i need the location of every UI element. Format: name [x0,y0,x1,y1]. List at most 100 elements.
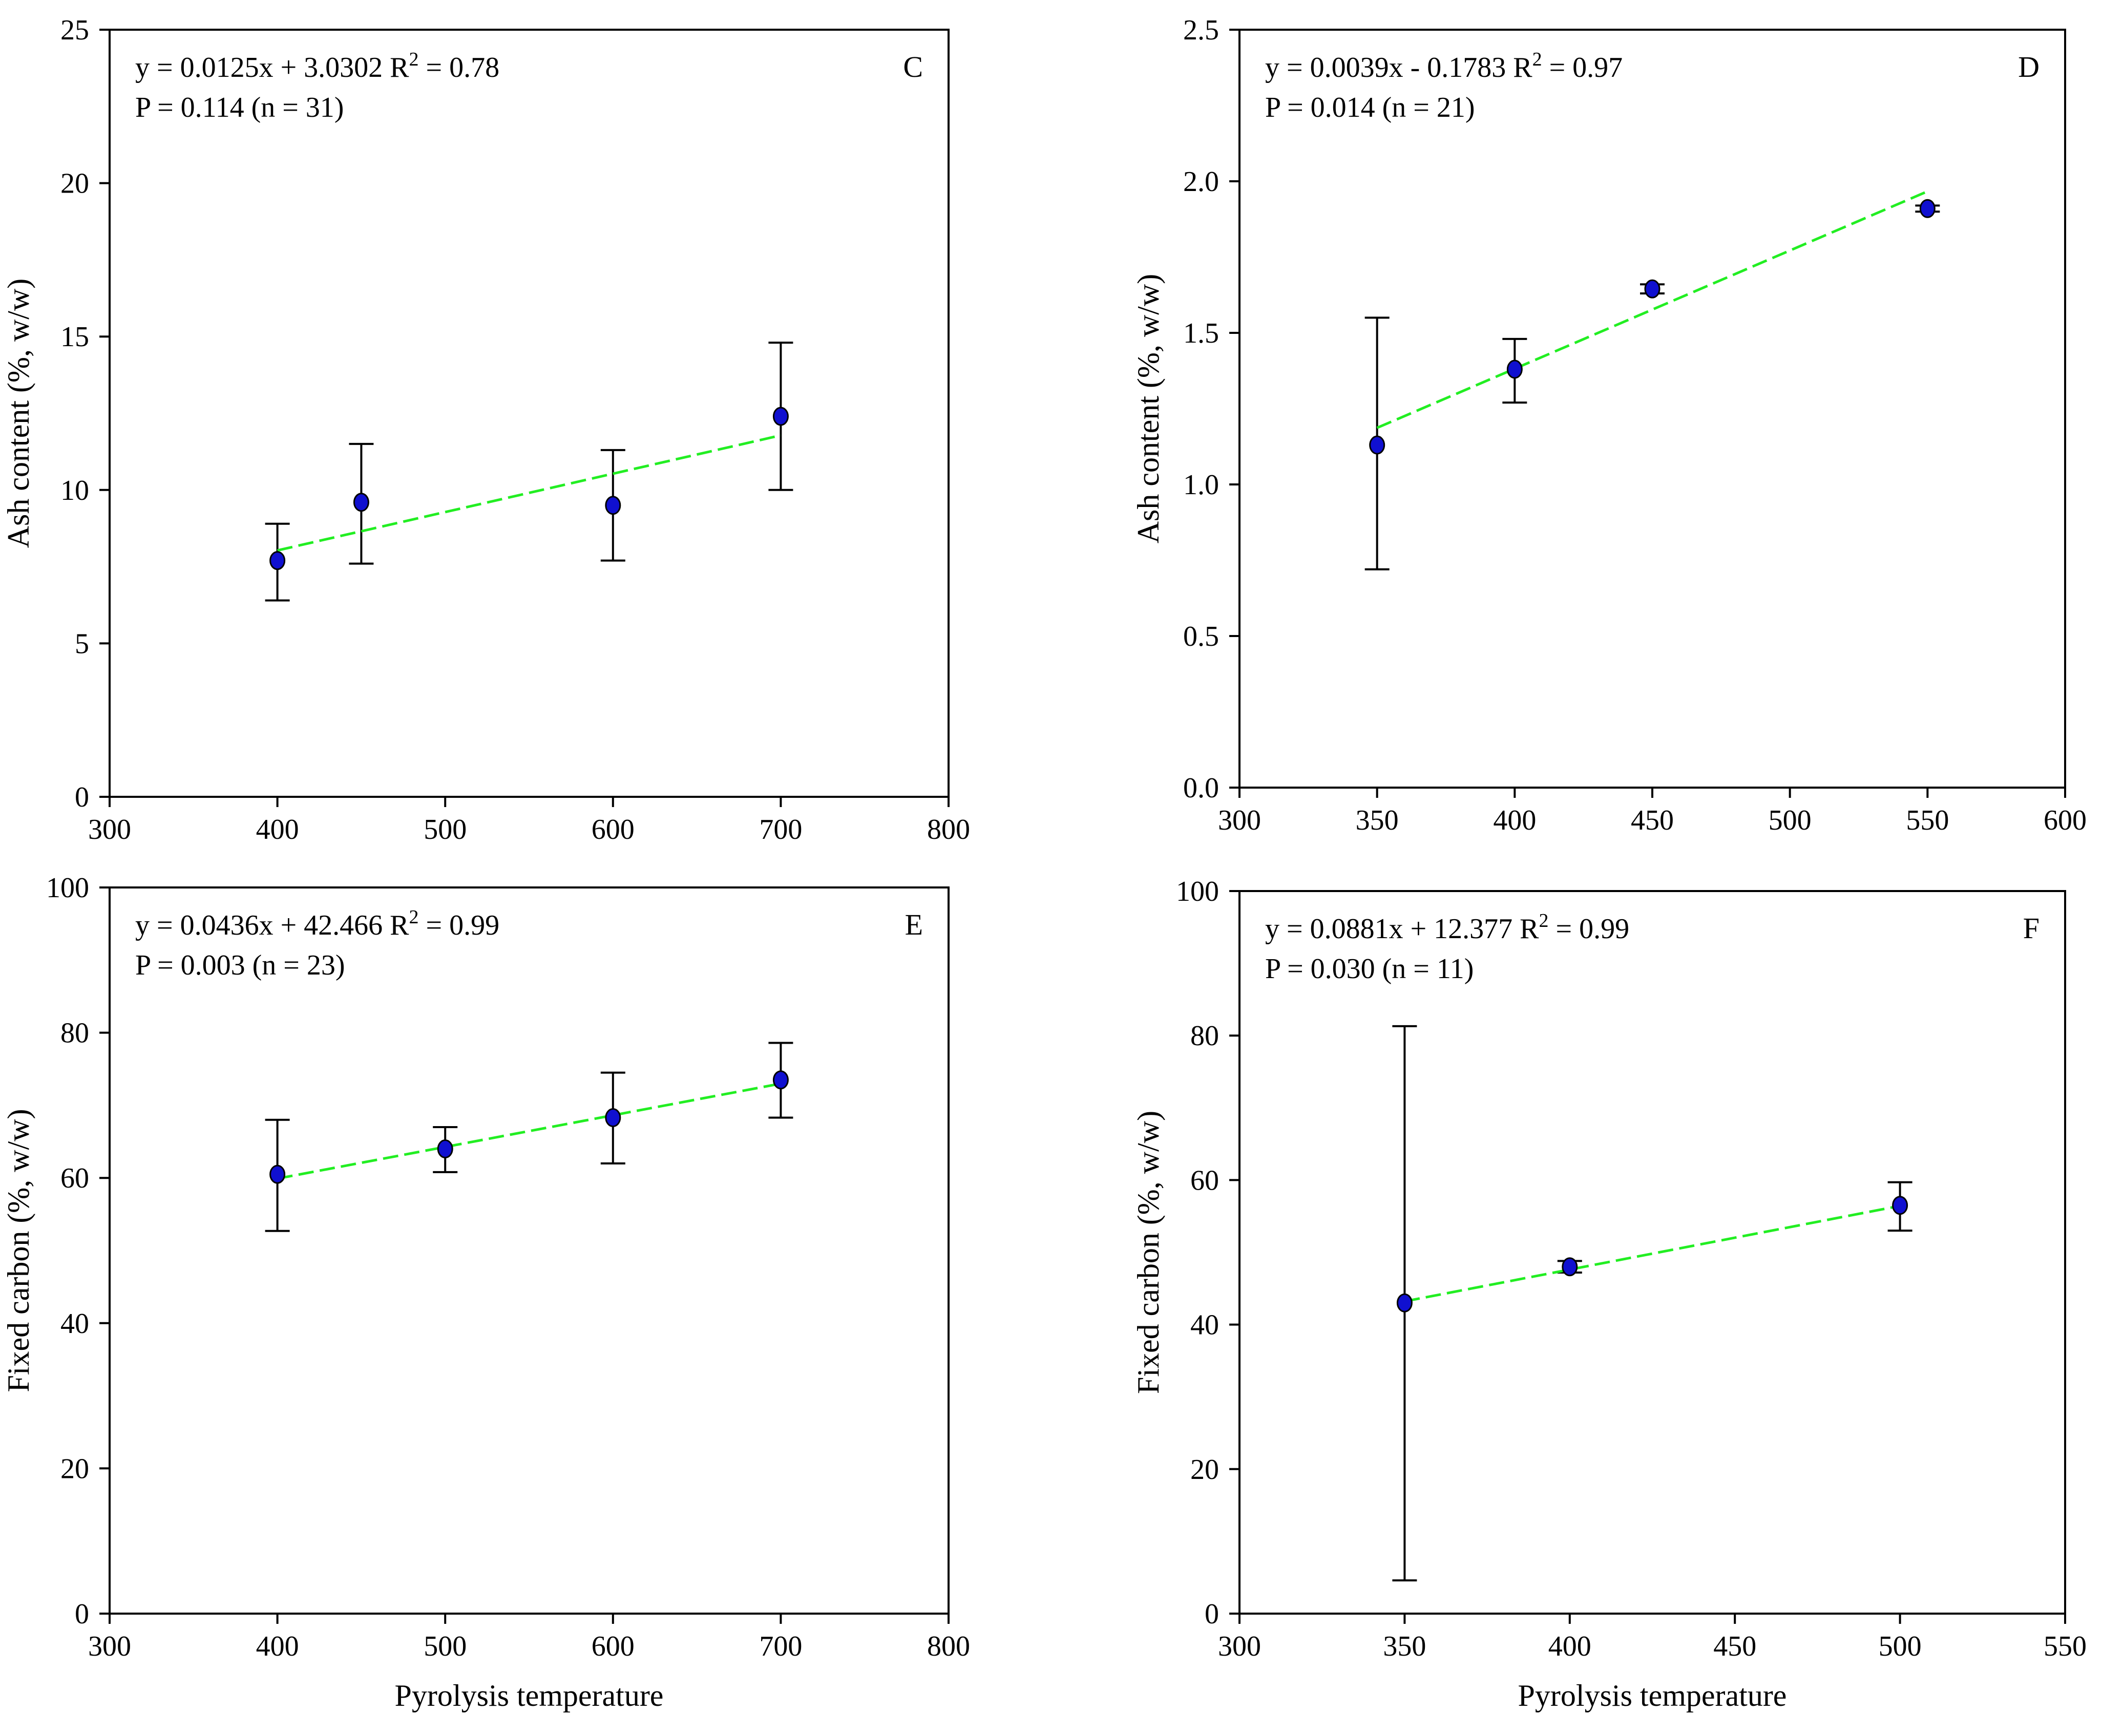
x-tick-label: 300 [88,1631,131,1662]
plot-frame [1238,29,2066,789]
y-tick-label: 10 [60,475,89,506]
data-point [1892,1196,1908,1215]
data-point [1506,359,1523,379]
x-tick-label: 300 [88,814,131,845]
regression-fit-line [277,1082,781,1180]
data-point [1396,1293,1413,1312]
r-squared-superscript: 2 [409,906,419,928]
x-tick-label: 300 [1218,805,1261,836]
x-tick-label: 600 [592,1631,635,1662]
y-tick-label: 20 [60,1453,89,1485]
data-point [269,551,286,570]
r-squared-superscript: 2 [1532,49,1542,70]
panel-d: 300 350 400 450 500 550 600 0.0 0.5 1.0 1.5 2.0 2.5 A… [1131,14,2087,836]
y-tick-label: 60 [1190,1165,1219,1196]
panel-f: 300 350 400 450 500 550 0 20 40 60 80 100 Fixed carb… [1131,876,2087,1712]
data-point [1919,199,1936,218]
y-tick-label: 40 [60,1308,89,1340]
plot-frame [109,886,950,1615]
r-squared-value: = 0.78 [419,52,500,83]
y-tick-label: 40 [1190,1309,1219,1341]
plot-frame [109,29,950,798]
data-point [605,1108,621,1128]
data-point [1644,279,1660,299]
x-tick-label: 550 [1906,805,1949,836]
y-tick-label: 0 [75,781,89,813]
x-tick-label: 700 [759,1631,802,1662]
r-squared-value: = 0.99 [1549,913,1630,945]
y-tick-label: 20 [1190,1454,1219,1486]
regression-equation: y = 0.0039x - 0.1783 R2 = 0.97 [1265,49,1623,83]
regression-stats: P = 0.003 (n = 23) [135,949,345,981]
y-tick-label: 25 [60,14,89,46]
x-tick-label: 500 [1879,1631,1922,1662]
panel-e: 300 400 500 600 700 800 0 20 40 60 80 100 Fixed carb… [2,872,970,1712]
x-axis-label: Pyrolysis temperature [1518,1679,1787,1712]
panel-letter: E [905,908,923,941]
x-tick-label: 500 [424,814,467,845]
x-tick-label: 600 [592,814,635,845]
r-squared-superscript: 2 [1539,910,1549,931]
data-point [1369,435,1385,455]
r-squared-superscript: 2 [409,49,419,70]
x-tick-label: 400 [256,1631,299,1662]
x-tick-label: 500 [424,1631,467,1662]
equation-main: y = 0.0881x + 12.377 R [1265,913,1539,945]
x-tick-label: 800 [927,814,970,845]
data-point [605,496,621,515]
y-axis-label: Ash content (%, w/w) [2,279,35,548]
x-tick-label: 400 [256,814,299,845]
y-tick-label: 20 [60,168,89,200]
x-tick-label: 600 [2044,805,2087,836]
data-point [772,407,789,426]
equation-main: y = 0.0436x + 42.466 R [135,909,409,941]
x-tick-label: 400 [1493,805,1536,836]
x-tick-label: 550 [2044,1631,2087,1662]
regression-fit-line [1376,190,1928,429]
y-tick-label: 15 [60,321,89,353]
regression-equation: y = 0.0881x + 12.377 R2 = 0.99 [1265,910,1629,945]
y-axis-label: Ash content (%, w/w) [1131,274,1165,544]
x-tick-label: 350 [1356,805,1399,836]
y-tick-label: 0 [1205,1598,1219,1630]
x-tick-label: 500 [1769,805,1812,836]
panel-letter: F [2023,912,2040,945]
regression-stats: P = 0.114 (n = 31) [135,92,344,123]
regression-fit-line [1404,1204,1901,1303]
y-tick-label: 80 [60,1018,89,1049]
panel-c: 300 400 500 600 700 800 0 5 10 15 20 25 Ash content … [2,14,970,845]
y-tick-label: 60 [60,1162,89,1194]
equation-main: y = 0.0125x + 3.0302 R [135,52,409,83]
panel-letter: C [903,50,923,83]
y-tick-label: 80 [1190,1020,1219,1052]
y-tick-label: 0.5 [1183,621,1219,652]
r-squared-value: = 0.97 [1542,52,1623,83]
x-tick-label: 300 [1218,1631,1261,1662]
panel-letter: D [2018,50,2040,83]
y-tick-label: 100 [1176,876,1219,907]
x-tick-label: 450 [1631,805,1674,836]
x-tick-label: 400 [1548,1631,1591,1662]
y-tick-label: 5 [75,628,89,660]
equation-main: y = 0.0039x - 0.1783 R [1265,52,1532,83]
x-tick-label: 350 [1383,1631,1426,1662]
regression-equation: y = 0.0436x + 42.466 R2 = 0.99 [135,906,499,941]
y-tick-label: 2.5 [1183,14,1219,46]
regression-fit-line [277,434,781,552]
data-point [1562,1257,1578,1277]
r-squared-value: = 0.99 [419,909,500,941]
x-tick-label: 700 [759,814,802,845]
data-point [437,1139,453,1158]
x-tick-label: 450 [1713,1631,1756,1662]
y-axis-label: Fixed carbon (%, w/w) [1131,1111,1165,1394]
y-tick-label: 2.0 [1183,166,1219,198]
plot-frame [1238,890,2066,1615]
data-point [772,1070,789,1090]
regression-stats: P = 0.030 (n = 11) [1265,953,1474,985]
x-tick-label: 800 [927,1631,970,1662]
y-tick-label: 0.0 [1183,772,1219,804]
y-tick-label: 100 [46,872,89,904]
y-tick-label: 1.0 [1183,469,1219,501]
y-axis-label: Fixed carbon (%, w/w) [2,1109,35,1392]
